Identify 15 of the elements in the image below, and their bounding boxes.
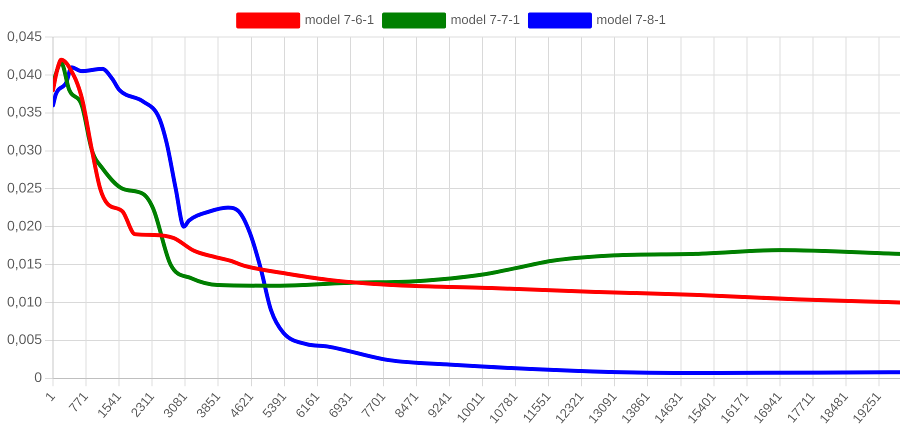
y-tick-label: 0,045 bbox=[6, 28, 42, 44]
y-tick-label: 0,010 bbox=[6, 293, 42, 310]
legend-label: model 7-6-1 bbox=[304, 12, 374, 28]
y-tick-label: 0,020 bbox=[6, 217, 42, 234]
y-tick-label: 0,015 bbox=[6, 255, 42, 272]
legend-label: model 7-8-1 bbox=[596, 12, 666, 28]
legend-label: model 7-7-1 bbox=[450, 12, 520, 28]
x-tick-label: 771 bbox=[66, 388, 92, 416]
y-tick-label: 0,025 bbox=[6, 180, 42, 196]
x-tick-label: 1 bbox=[42, 388, 58, 404]
y-tick-label: 0,035 bbox=[6, 104, 42, 120]
y-tick-label: 0 bbox=[34, 369, 42, 386]
y-tick-label: 0,005 bbox=[6, 331, 42, 348]
y-tick-label: 0,030 bbox=[6, 142, 42, 158]
y-tick-label: 0,040 bbox=[6, 66, 42, 82]
